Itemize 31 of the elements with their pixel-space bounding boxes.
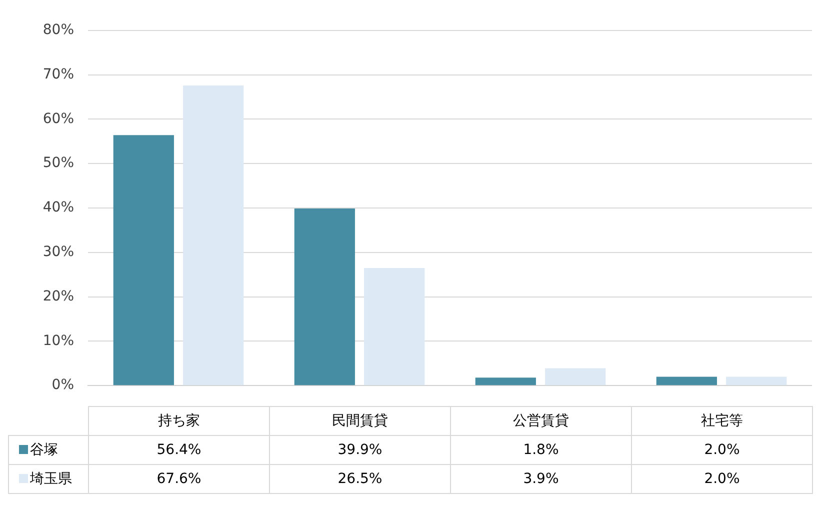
data-label: 26.5% [270,464,450,494]
bar [364,268,425,386]
y-tick-label: 20% [42,288,74,304]
y-tick-label: 70% [42,66,74,82]
y-tick-label: 80% [42,22,74,38]
data-label: 1.8% [450,436,632,464]
y-tick-label: 0% [52,377,74,394]
legend-label: 埼玉県 [30,471,72,487]
x-tick-label: 社宅等 [632,406,812,436]
bar [183,85,244,386]
x-tick-label: 民間賃貸 [270,406,450,436]
bar [475,378,536,386]
legend-label: 谷塚 [30,442,58,458]
bar [294,208,355,386]
y-tick-label: 50% [42,155,74,172]
x-tick-label: 公営賃貸 [450,406,632,436]
bar [726,376,787,386]
data-label: 2.0% [632,436,812,464]
bar [113,135,174,386]
bar [656,376,717,386]
y-tick-label: 40% [42,200,74,216]
y-tick-label: 30% [42,244,74,260]
data-label: 67.6% [88,464,270,494]
x-tick-label: 持ち家 [88,406,270,436]
bar [545,368,606,386]
data-label: 3.9% [450,464,632,494]
data-label: 39.9% [270,436,450,464]
data-label: 56.4% [88,436,270,464]
y-tick-label: 10% [42,332,74,349]
y-tick-label: 60% [42,110,74,127]
data-label: 2.0% [632,464,812,494]
